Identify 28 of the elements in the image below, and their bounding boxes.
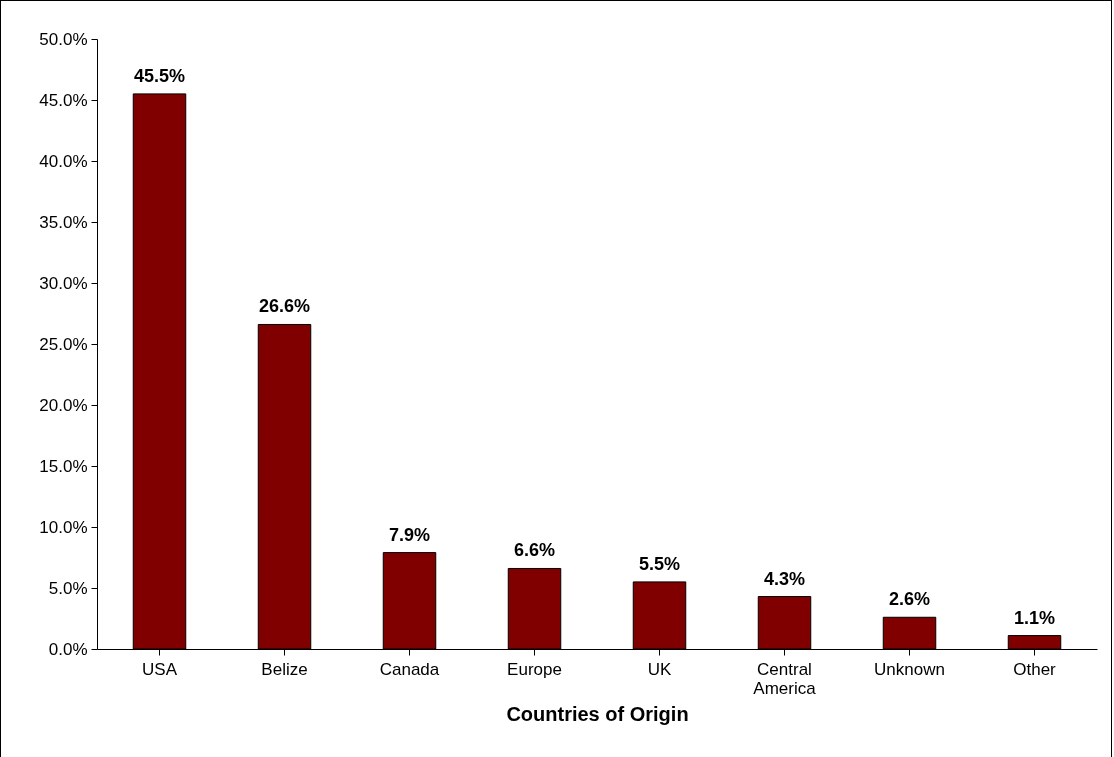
y-tick-label: 40.0% [39,151,88,171]
data-label: 4.3% [763,568,806,589]
y-tick-label: 10.0% [39,517,88,537]
data-label: 6.6% [513,540,556,561]
x-tick-label: Central America [753,659,817,698]
y-tick-label: 5.0% [48,578,88,598]
data-label: 7.9% [388,524,431,545]
x-axis-title: Countries of Origin [506,702,689,725]
data-label: 45.5% [133,65,186,86]
y-tick-label: 35.0% [39,212,88,232]
y-tick-label: 25.0% [39,334,88,354]
y-tick-label: 30.0% [39,273,88,293]
data-label: 26.6% [258,296,311,317]
y-tick-label: 45.0% [39,90,88,110]
data-label: 5.5% [638,553,681,574]
data-label: 2.6% [888,589,931,610]
x-tick-label: Unknown [874,659,945,679]
x-tick-label: Canada [379,659,440,679]
x-tick-label: Other [1013,659,1057,679]
x-tick-label: Belize [261,659,308,679]
y-tick-label: 50.0% [39,29,88,49]
y-tick-label: 20.0% [39,395,88,415]
y-tick-label: 0.0% [48,639,88,659]
y-tick-label: 15.0% [39,456,88,476]
x-tick-label: Europe [507,659,562,679]
x-tick-label: USA [142,659,178,679]
data-label: 1.1% [1013,607,1056,628]
x-tick-label: UK [647,659,672,679]
